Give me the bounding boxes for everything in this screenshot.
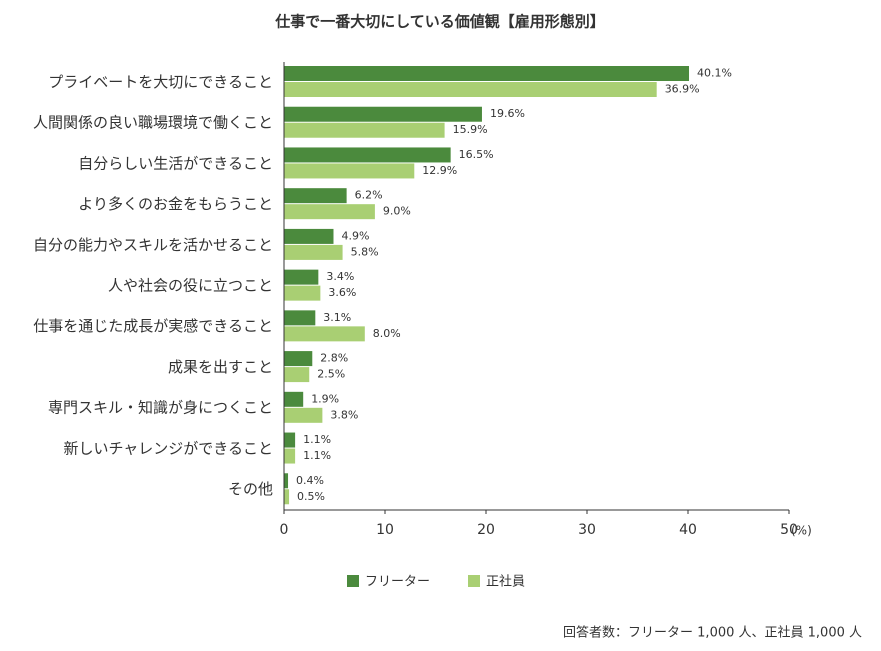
value-label: 8.0% [373,327,401,340]
bar [284,407,323,423]
category-label: 専門スキル・知識が身につくこと [48,399,273,417]
category-label: 人や社会の役に立つこと [108,277,273,295]
value-label: 9.0% [383,205,411,218]
bar [284,473,289,489]
bar [284,285,321,301]
bar [284,163,415,179]
category-label: 新しいチャレンジができること [63,439,273,457]
bar [284,188,347,204]
value-label: 0.5% [297,490,325,503]
value-label: 4.9% [341,229,369,242]
value-label: 2.5% [317,368,345,381]
bar [284,269,319,285]
category-label: 自分の能力やスキルを活かせること [33,236,273,254]
value-label: 12.9% [422,164,457,177]
category-label: 人間関係の良い職場環境で働くこと [33,114,273,132]
x-tick-label: 0 [280,522,289,538]
value-label: 1.1% [303,433,331,446]
value-label: 36.9% [665,83,700,96]
value-label: 3.6% [328,286,356,299]
legend-label: フリーター [365,575,430,590]
bar [284,82,657,97]
x-tick-label: 30 [578,522,596,538]
x-tick-label: 40 [679,522,697,538]
value-label: 1.9% [311,392,339,405]
bar [284,448,296,464]
value-label: 2.8% [320,352,348,365]
bar [284,122,445,138]
category-label: プライベートを大切にできること [48,73,273,91]
x-axis-unit: (%) [791,524,812,538]
bar [284,310,316,326]
value-label: 16.5% [459,148,494,161]
bar [284,228,334,244]
value-label: 1.1% [303,449,331,462]
category-label: 成果を出すこと [168,358,273,376]
bar [284,351,313,367]
bar [284,147,451,163]
bar [284,204,375,220]
bar [284,432,296,448]
bar [284,489,290,505]
bar [284,391,304,407]
value-label: 3.8% [330,408,358,421]
legend-label: 正社員 [486,574,525,590]
bar [284,106,482,122]
x-tick-label: 20 [477,522,495,538]
value-label: 15.9% [453,123,488,136]
bar [284,244,343,260]
legend-swatch [468,575,480,587]
category-label: その他 [228,480,273,498]
value-label: 19.6% [490,107,525,120]
category-label: 仕事を通じた成長が実感できること [33,317,273,335]
category-label: 自分らしい生活ができること [78,154,273,172]
value-label: 3.4% [326,270,354,283]
bar [284,66,690,81]
value-label: 3.1% [323,311,351,324]
x-tick-label: 10 [376,522,394,538]
note: 回答者数：フリーター 1,000 人、正社員 1,000 人 [563,625,862,641]
value-label: 5.8% [351,245,379,258]
legend-swatch [347,575,359,587]
category-label: より多くのお金をもらうこと [78,195,273,213]
x-tick-label: 50 [780,522,798,538]
value-label: 0.4% [296,474,324,487]
value-label: 40.1% [697,67,732,80]
value-label: 6.2% [355,189,383,202]
bar [284,367,310,383]
bar [284,326,365,342]
chart-title: 仕事で一番大切にしている価値観【雇用形態別】 [274,13,605,31]
